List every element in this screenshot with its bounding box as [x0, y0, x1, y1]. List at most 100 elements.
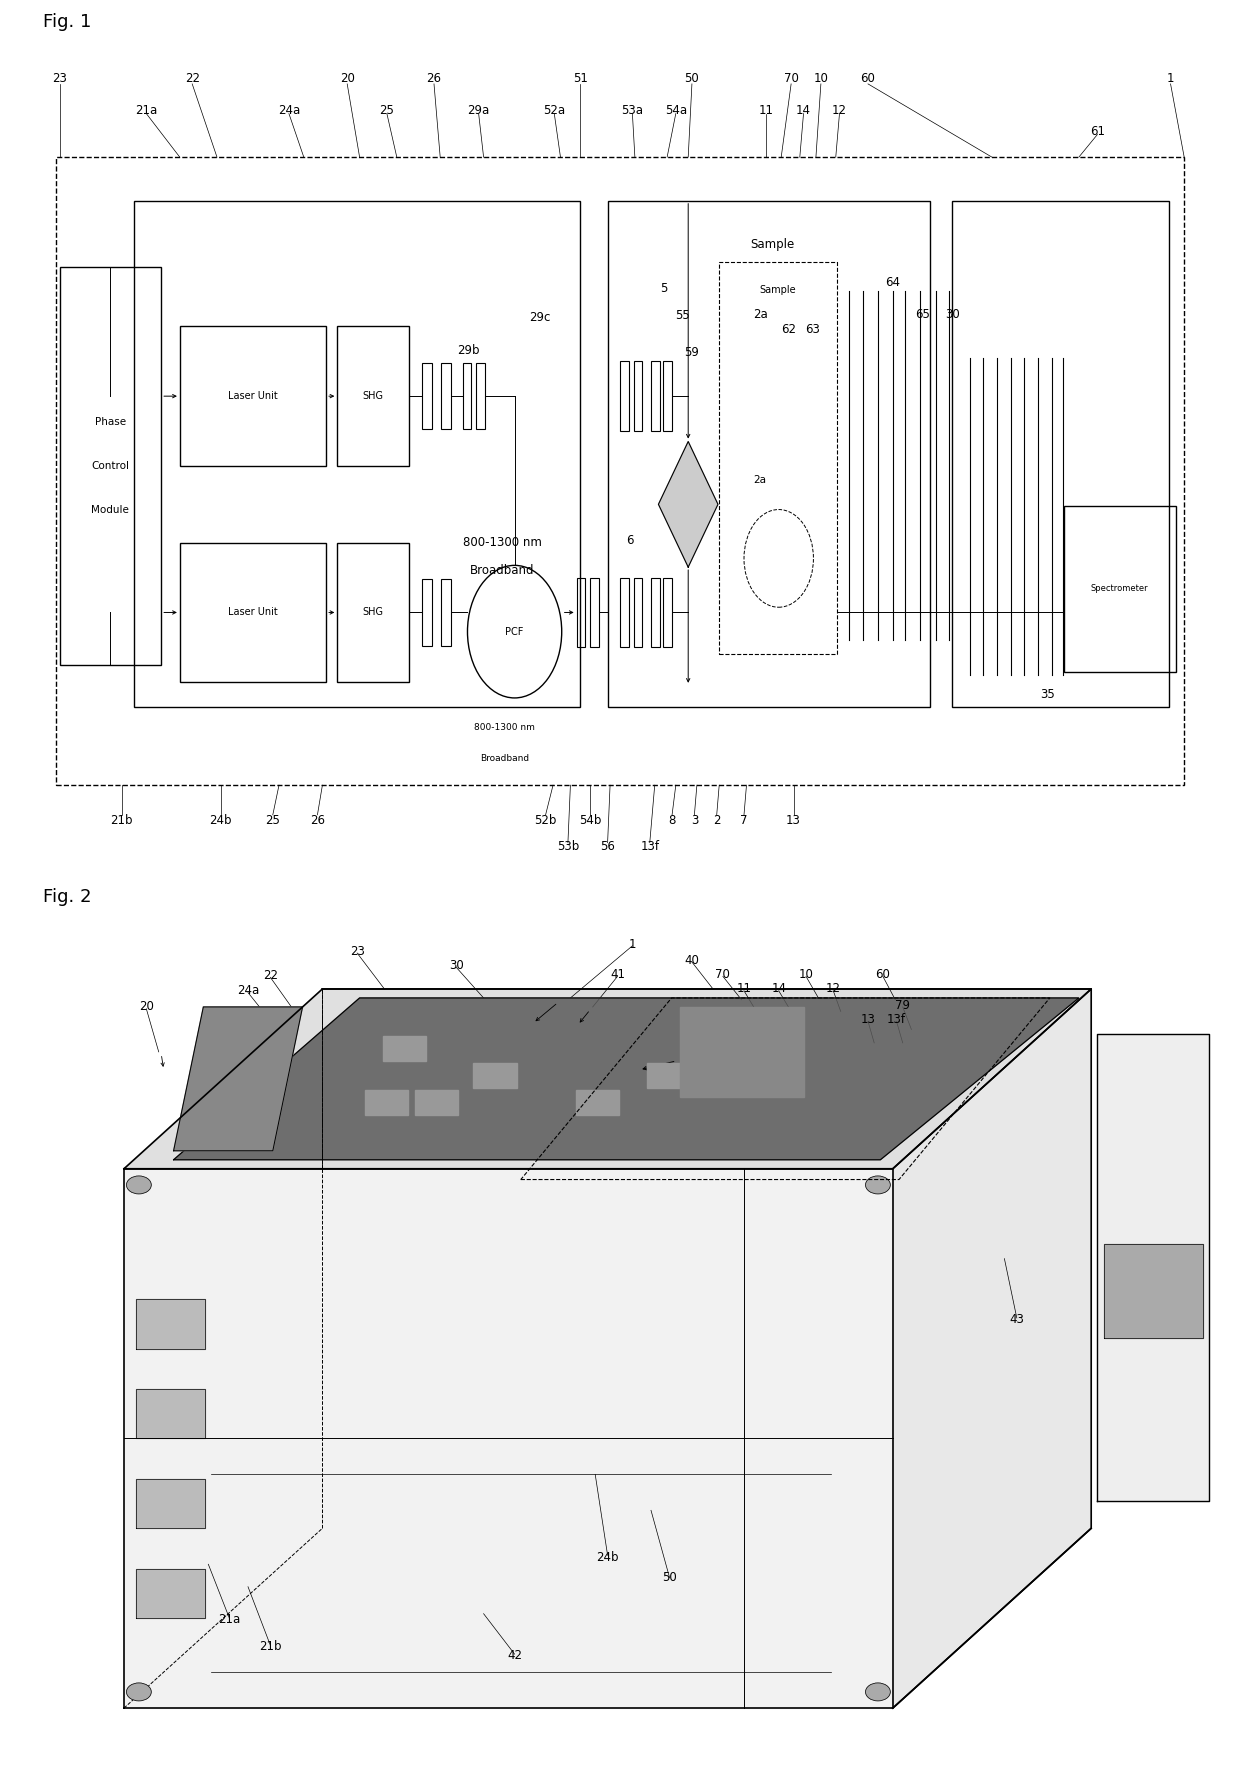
- Circle shape: [866, 1177, 890, 1194]
- Text: 54b: 54b: [579, 813, 601, 826]
- Text: 52b: 52b: [534, 813, 557, 826]
- Bar: [651, 577, 660, 648]
- Text: 22: 22: [185, 73, 200, 85]
- Polygon shape: [575, 1089, 619, 1114]
- Text: 20: 20: [139, 1000, 154, 1013]
- Bar: [476, 363, 485, 429]
- Text: Spectrometer: Spectrometer: [1091, 584, 1148, 593]
- Text: 26: 26: [310, 813, 325, 826]
- Text: 63: 63: [805, 324, 820, 336]
- Bar: [952, 201, 1169, 707]
- Circle shape: [126, 1177, 151, 1194]
- Text: Sample: Sample: [760, 285, 796, 295]
- Text: 24b: 24b: [596, 1550, 619, 1563]
- Text: 42: 42: [507, 1650, 522, 1663]
- Polygon shape: [174, 1007, 303, 1150]
- Text: 79: 79: [895, 999, 910, 1011]
- Text: 23: 23: [350, 945, 365, 958]
- Text: 50: 50: [684, 73, 699, 85]
- Text: Fig. 2: Fig. 2: [43, 888, 92, 906]
- Text: 12: 12: [832, 103, 847, 116]
- Text: 52a: 52a: [543, 103, 565, 116]
- Text: Sample: Sample: [750, 239, 795, 251]
- Text: 21a: 21a: [135, 103, 157, 116]
- Text: Fig. 1: Fig. 1: [43, 12, 92, 32]
- Text: 20: 20: [340, 73, 355, 85]
- Text: 51: 51: [573, 73, 588, 85]
- Bar: [134, 201, 580, 707]
- Text: 60: 60: [875, 968, 890, 981]
- Bar: [463, 363, 471, 429]
- Polygon shape: [136, 1299, 205, 1349]
- Text: 50: 50: [662, 1572, 677, 1584]
- Polygon shape: [414, 1089, 458, 1114]
- Text: 30: 30: [945, 308, 960, 320]
- Text: 1: 1: [1167, 73, 1174, 85]
- Bar: [1064, 506, 1176, 671]
- Text: 24a: 24a: [278, 103, 300, 116]
- Text: 800-1300 nm: 800-1300 nm: [463, 536, 542, 550]
- Text: Module: Module: [92, 504, 129, 514]
- Bar: [180, 326, 326, 466]
- Bar: [337, 326, 409, 466]
- Text: 7: 7: [740, 813, 748, 826]
- Polygon shape: [383, 1036, 427, 1061]
- Bar: [620, 577, 629, 648]
- Text: 65: 65: [915, 308, 930, 320]
- Text: 13f: 13f: [887, 1013, 906, 1025]
- Text: 23: 23: [52, 73, 67, 85]
- Text: 64: 64: [885, 276, 900, 290]
- Bar: [577, 577, 585, 648]
- Text: 62: 62: [781, 324, 796, 336]
- Text: 29a: 29a: [467, 103, 490, 116]
- Polygon shape: [658, 441, 718, 568]
- Text: 60: 60: [861, 73, 875, 85]
- Text: 5: 5: [660, 281, 667, 294]
- Text: 10: 10: [813, 73, 828, 85]
- Text: 22: 22: [263, 968, 278, 983]
- Text: 70: 70: [784, 73, 799, 85]
- Text: 29b: 29b: [458, 344, 480, 358]
- Text: 14: 14: [796, 103, 811, 116]
- Text: Control: Control: [92, 461, 129, 472]
- Text: 59: 59: [684, 345, 699, 360]
- Text: 10: 10: [799, 968, 813, 981]
- Text: 12: 12: [826, 983, 841, 995]
- Text: 24a: 24a: [237, 984, 259, 997]
- Text: 56: 56: [600, 840, 615, 853]
- Text: 13: 13: [861, 1013, 875, 1025]
- Text: 8: 8: [668, 813, 676, 826]
- Bar: [56, 157, 1184, 785]
- Polygon shape: [893, 990, 1091, 1709]
- Bar: [441, 578, 451, 646]
- Bar: [634, 577, 642, 648]
- Text: 2a: 2a: [754, 475, 766, 484]
- Text: 2a: 2a: [753, 308, 768, 320]
- Circle shape: [866, 1682, 890, 1702]
- Bar: [60, 267, 161, 664]
- Text: 21b: 21b: [259, 1641, 281, 1654]
- Text: 40: 40: [684, 954, 699, 967]
- Polygon shape: [124, 990, 1091, 1169]
- Text: 800-1300 nm: 800-1300 nm: [474, 723, 536, 732]
- Bar: [620, 361, 629, 431]
- Text: 1: 1: [629, 938, 636, 951]
- Text: Broadband: Broadband: [470, 564, 534, 577]
- Bar: [634, 361, 642, 431]
- Text: 53a: 53a: [621, 103, 644, 116]
- Text: 41: 41: [610, 968, 625, 981]
- Text: 14: 14: [771, 983, 786, 995]
- Text: 21b: 21b: [110, 813, 133, 826]
- Polygon shape: [365, 1089, 408, 1114]
- Text: 53b: 53b: [557, 840, 579, 853]
- Text: 54a: 54a: [665, 103, 687, 116]
- Bar: [719, 262, 837, 655]
- Text: 24b: 24b: [210, 813, 232, 826]
- Bar: [180, 543, 326, 682]
- Polygon shape: [474, 1063, 517, 1088]
- Polygon shape: [124, 1169, 893, 1709]
- Bar: [608, 201, 930, 707]
- Bar: [663, 577, 672, 648]
- Text: 29c: 29c: [528, 312, 551, 324]
- Text: 25: 25: [265, 813, 280, 826]
